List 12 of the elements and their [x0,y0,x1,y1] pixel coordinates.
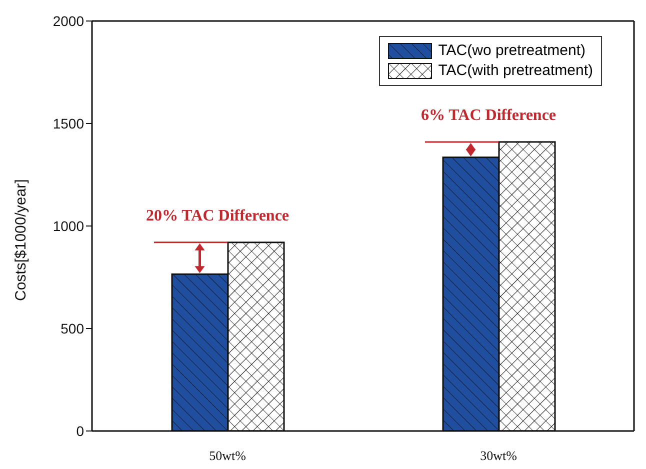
legend-label: TAC(with pretreatment) [438,61,593,81]
y-axis-title: Costs[$1000/year] [12,179,30,301]
y-tick-label: 1000 [52,218,84,234]
y-tick-label: 500 [60,320,84,336]
annotation: 20% TAC Difference [146,207,290,224]
y-tick-label: 2000 [52,12,84,29]
y-tick-label: 0 [76,422,84,439]
annotation: 6% TAC Difference [420,106,556,124]
x-tick-label: 50wt% [209,448,246,464]
x-tick-label: 30wt% [480,448,518,464]
y-tick-label: 1500 [52,115,84,132]
legend-label: TAC(wo pretreatment) [438,41,586,61]
